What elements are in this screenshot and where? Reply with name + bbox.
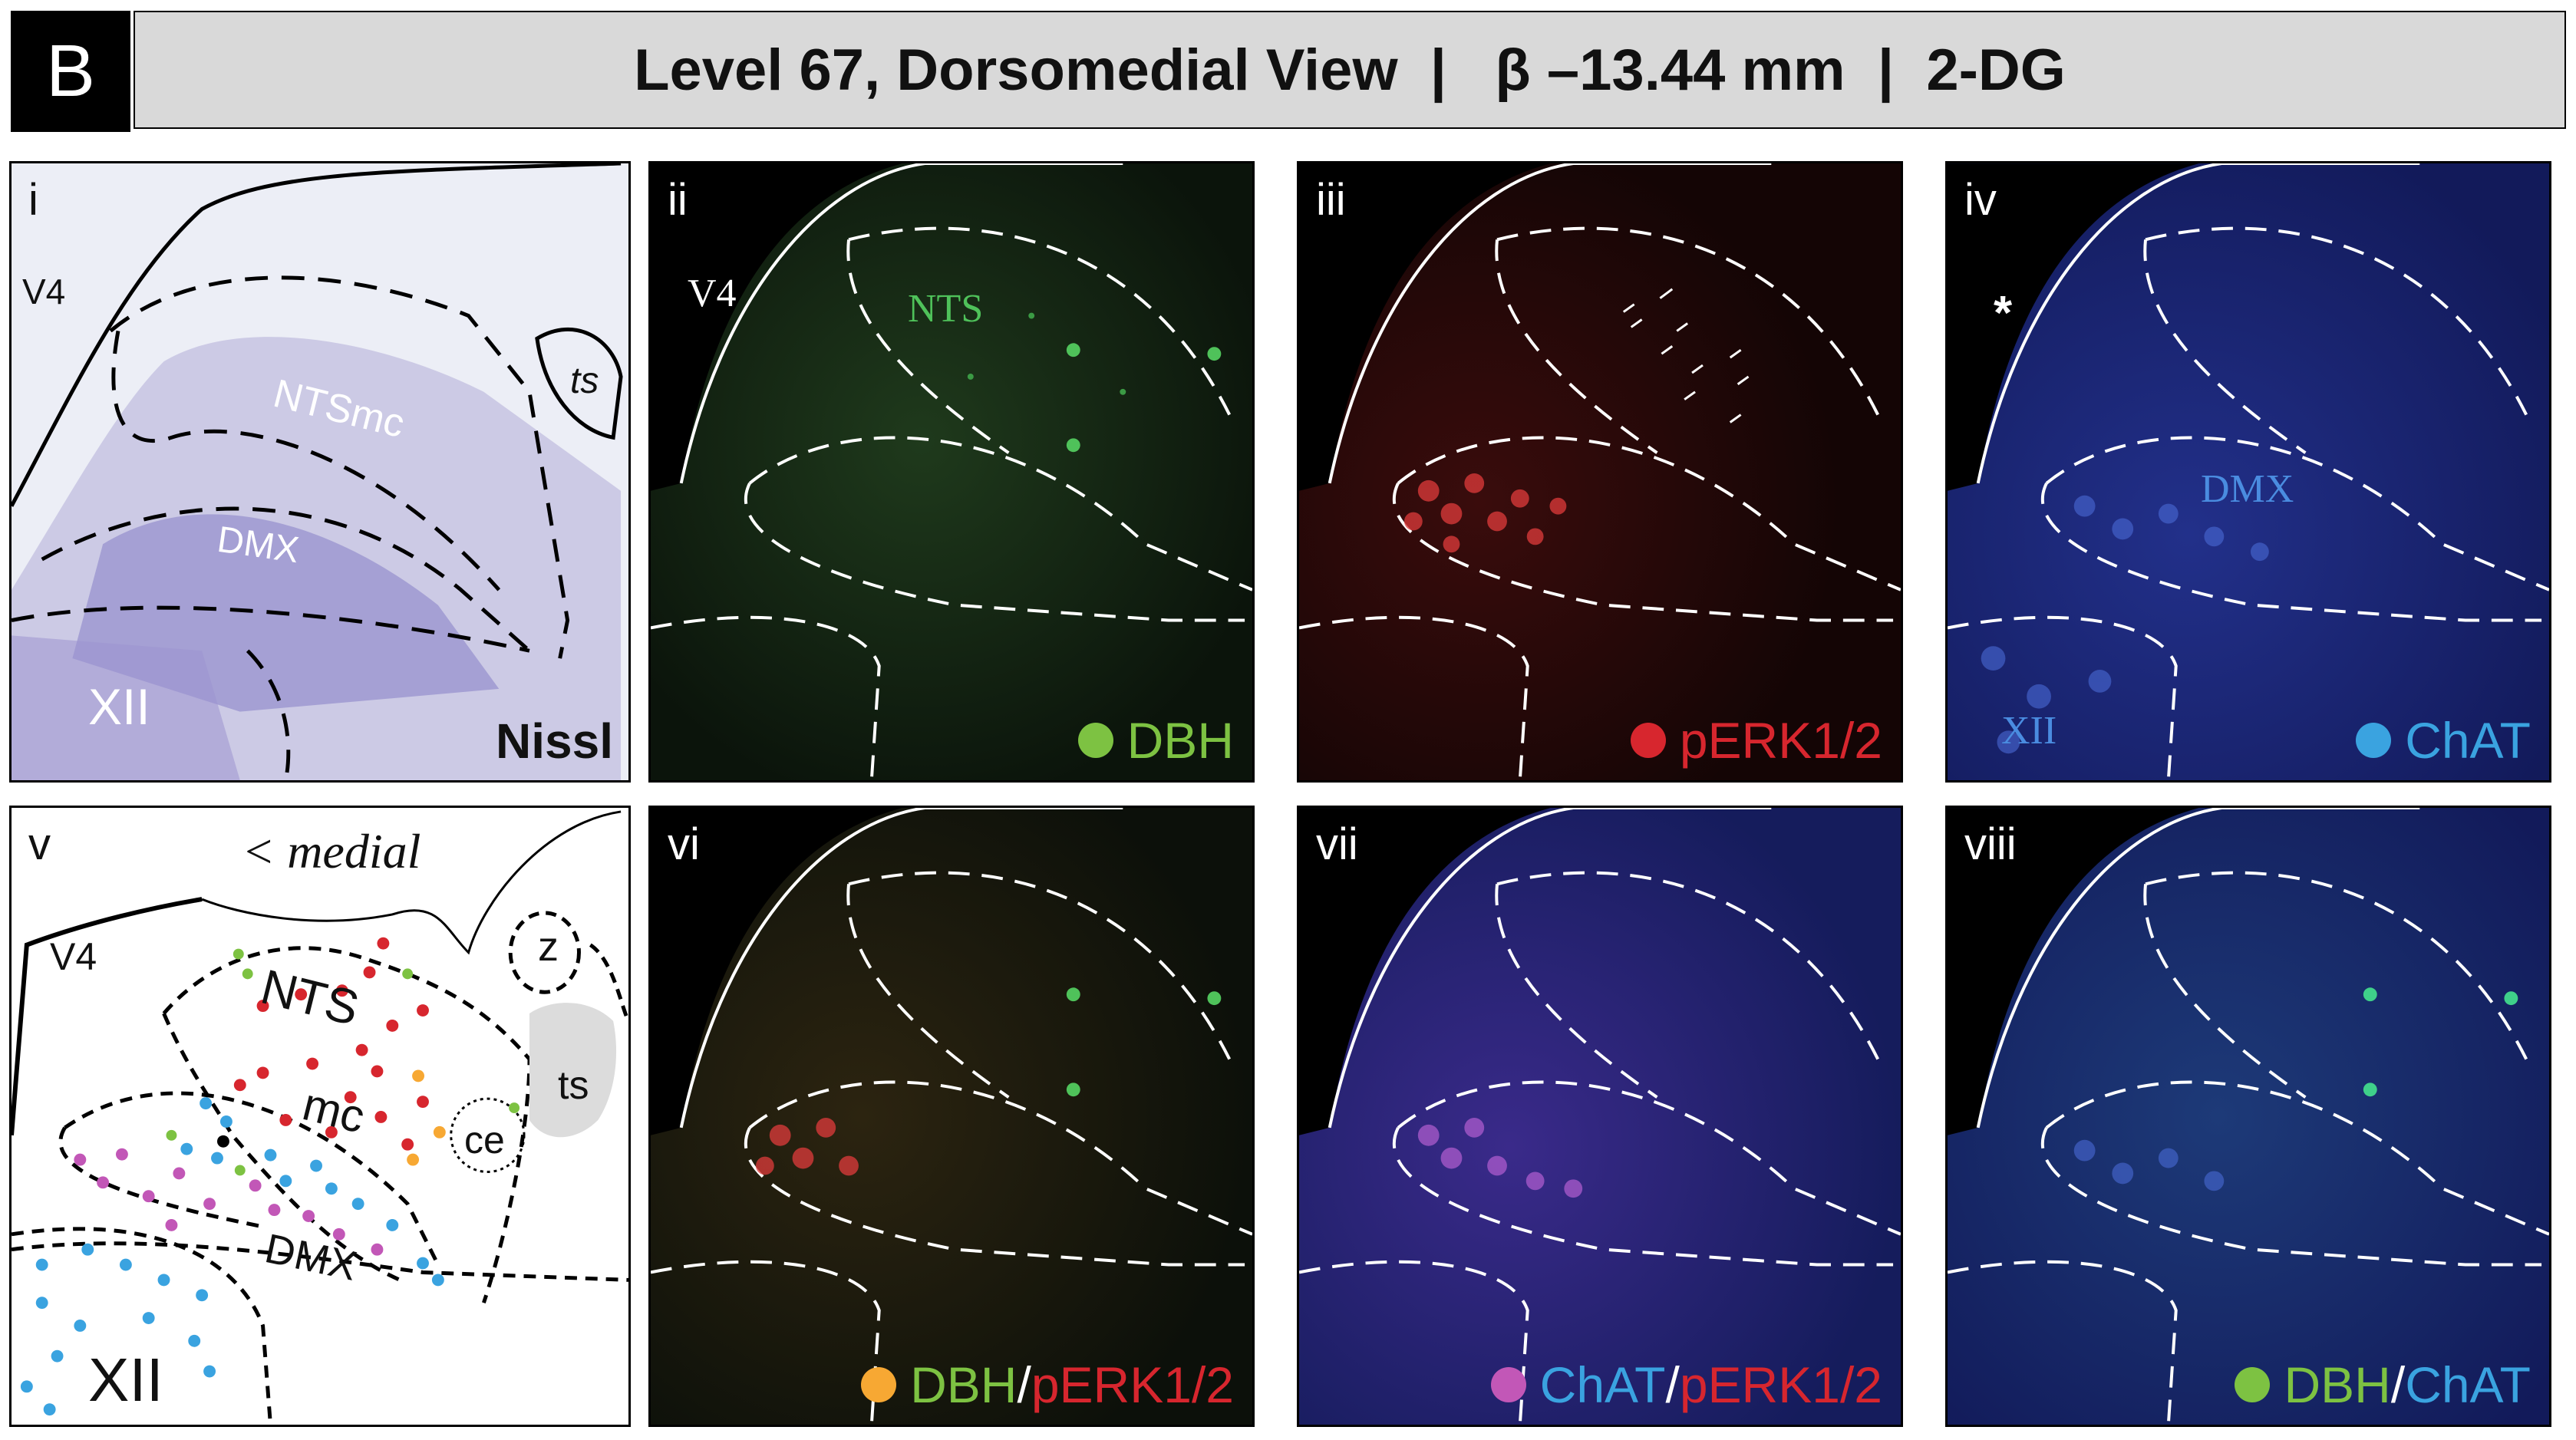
panel-label: i (28, 175, 38, 225)
perk-image (1299, 163, 1901, 780)
panel-label: vi (668, 819, 700, 869)
legend-label-b: ChAT (2405, 1356, 2531, 1413)
panel-label: iv (1964, 175, 1997, 225)
panel-iv-chat: iv * DMX XII ChAT (1945, 161, 2551, 783)
nissl-image (12, 163, 628, 780)
legend-label-a: DBH (910, 1356, 1018, 1413)
legend-label-a: ChAT (1539, 1356, 1666, 1413)
legend: DBH (1077, 711, 1234, 769)
panel-label: ii (668, 175, 688, 225)
map-schematic (12, 810, 628, 1425)
legend-dot-overlap (1490, 1367, 1526, 1402)
region-label-nts: NTS (908, 287, 984, 331)
figure-title: Level 67, Dorsomedial View | β –13.44 mm… (134, 11, 2566, 129)
chat-perk-image (1299, 808, 1901, 1425)
legend: pERK1/2 (1630, 711, 1882, 769)
region-label-z: z (538, 924, 559, 970)
legend-label: DBH (1126, 712, 1234, 769)
legend-dot-dbh (2235, 1367, 2271, 1402)
region-label-ts: ts (558, 1063, 589, 1108)
region-label-dmx: DMX (2201, 467, 2294, 511)
legend-dot-chat (2356, 723, 2392, 758)
legend-separator: / (1665, 1356, 1680, 1413)
panel-v-map: v < medial V4 NTS mc DMX XII z ts ce (9, 806, 631, 1427)
legend-label-b: pERK1/2 (1031, 1356, 1234, 1413)
panel-label: iii (1316, 175, 1346, 225)
dbh-perk-image (651, 808, 1252, 1425)
figure-header: B Level 67, Dorsomedial View | β –13.44 … (11, 11, 2566, 132)
panel-ii-dbh: ii V4 NTS DBH (648, 161, 1255, 783)
legend: DBH / pERK1/2 (861, 1356, 1234, 1414)
region-label-ce: ce (464, 1119, 505, 1162)
legend: ChAT / pERK1/2 (1490, 1356, 1882, 1414)
dbh-chat-image (1948, 808, 2549, 1425)
stain-label: Nissl (496, 713, 613, 769)
legend-separator: / (1017, 1356, 1031, 1413)
dbh-image (651, 163, 1252, 780)
panel-iii-perk: iii pERK1/2 (1297, 161, 1903, 783)
legend-dot-perk (1630, 723, 1666, 758)
legend: ChAT (2356, 711, 2531, 769)
legend: DBH / ChAT (2235, 1356, 2531, 1414)
panel-viii-dbh-chat: viii DBH / ChAT (1945, 806, 2551, 1427)
panel-i-nissl: i V4 ts NTSmc DMX XII Nissl (9, 161, 631, 783)
region-label-v4: V4 (22, 272, 66, 311)
legend-label: pERK1/2 (1679, 712, 1882, 769)
panel-letter: B (11, 11, 130, 132)
region-label-v4: V4 (688, 272, 737, 315)
orientation-label: < medial (242, 824, 421, 878)
panel-vii-chat-perk: vii ChAT / pERK1/2 (1297, 806, 1903, 1427)
legend-label: ChAT (2405, 712, 2531, 769)
legend-label-a: DBH (2284, 1356, 2391, 1413)
panel-label: v (28, 819, 51, 869)
legend-dot-dbh (1077, 723, 1113, 758)
region-label-ts: ts (570, 361, 599, 401)
region-label-xii: XII (88, 678, 150, 735)
region-label-xii: XII (88, 1346, 163, 1414)
region-label-xii: XII (2001, 709, 2057, 753)
panel-vi-dbh-perk: vi DBH / pERK1/2 (648, 806, 1255, 1427)
chat-image (1948, 163, 2549, 780)
region-label-v4: V4 (50, 935, 97, 978)
legend-label-b: pERK1/2 (1679, 1356, 1882, 1413)
legend-dot-overlap (861, 1367, 897, 1402)
asterisk-marker: * (1994, 287, 2013, 340)
panel-label: vii (1316, 819, 1358, 869)
panel-label: viii (1964, 819, 2017, 869)
legend-separator: / (2390, 1356, 2406, 1413)
